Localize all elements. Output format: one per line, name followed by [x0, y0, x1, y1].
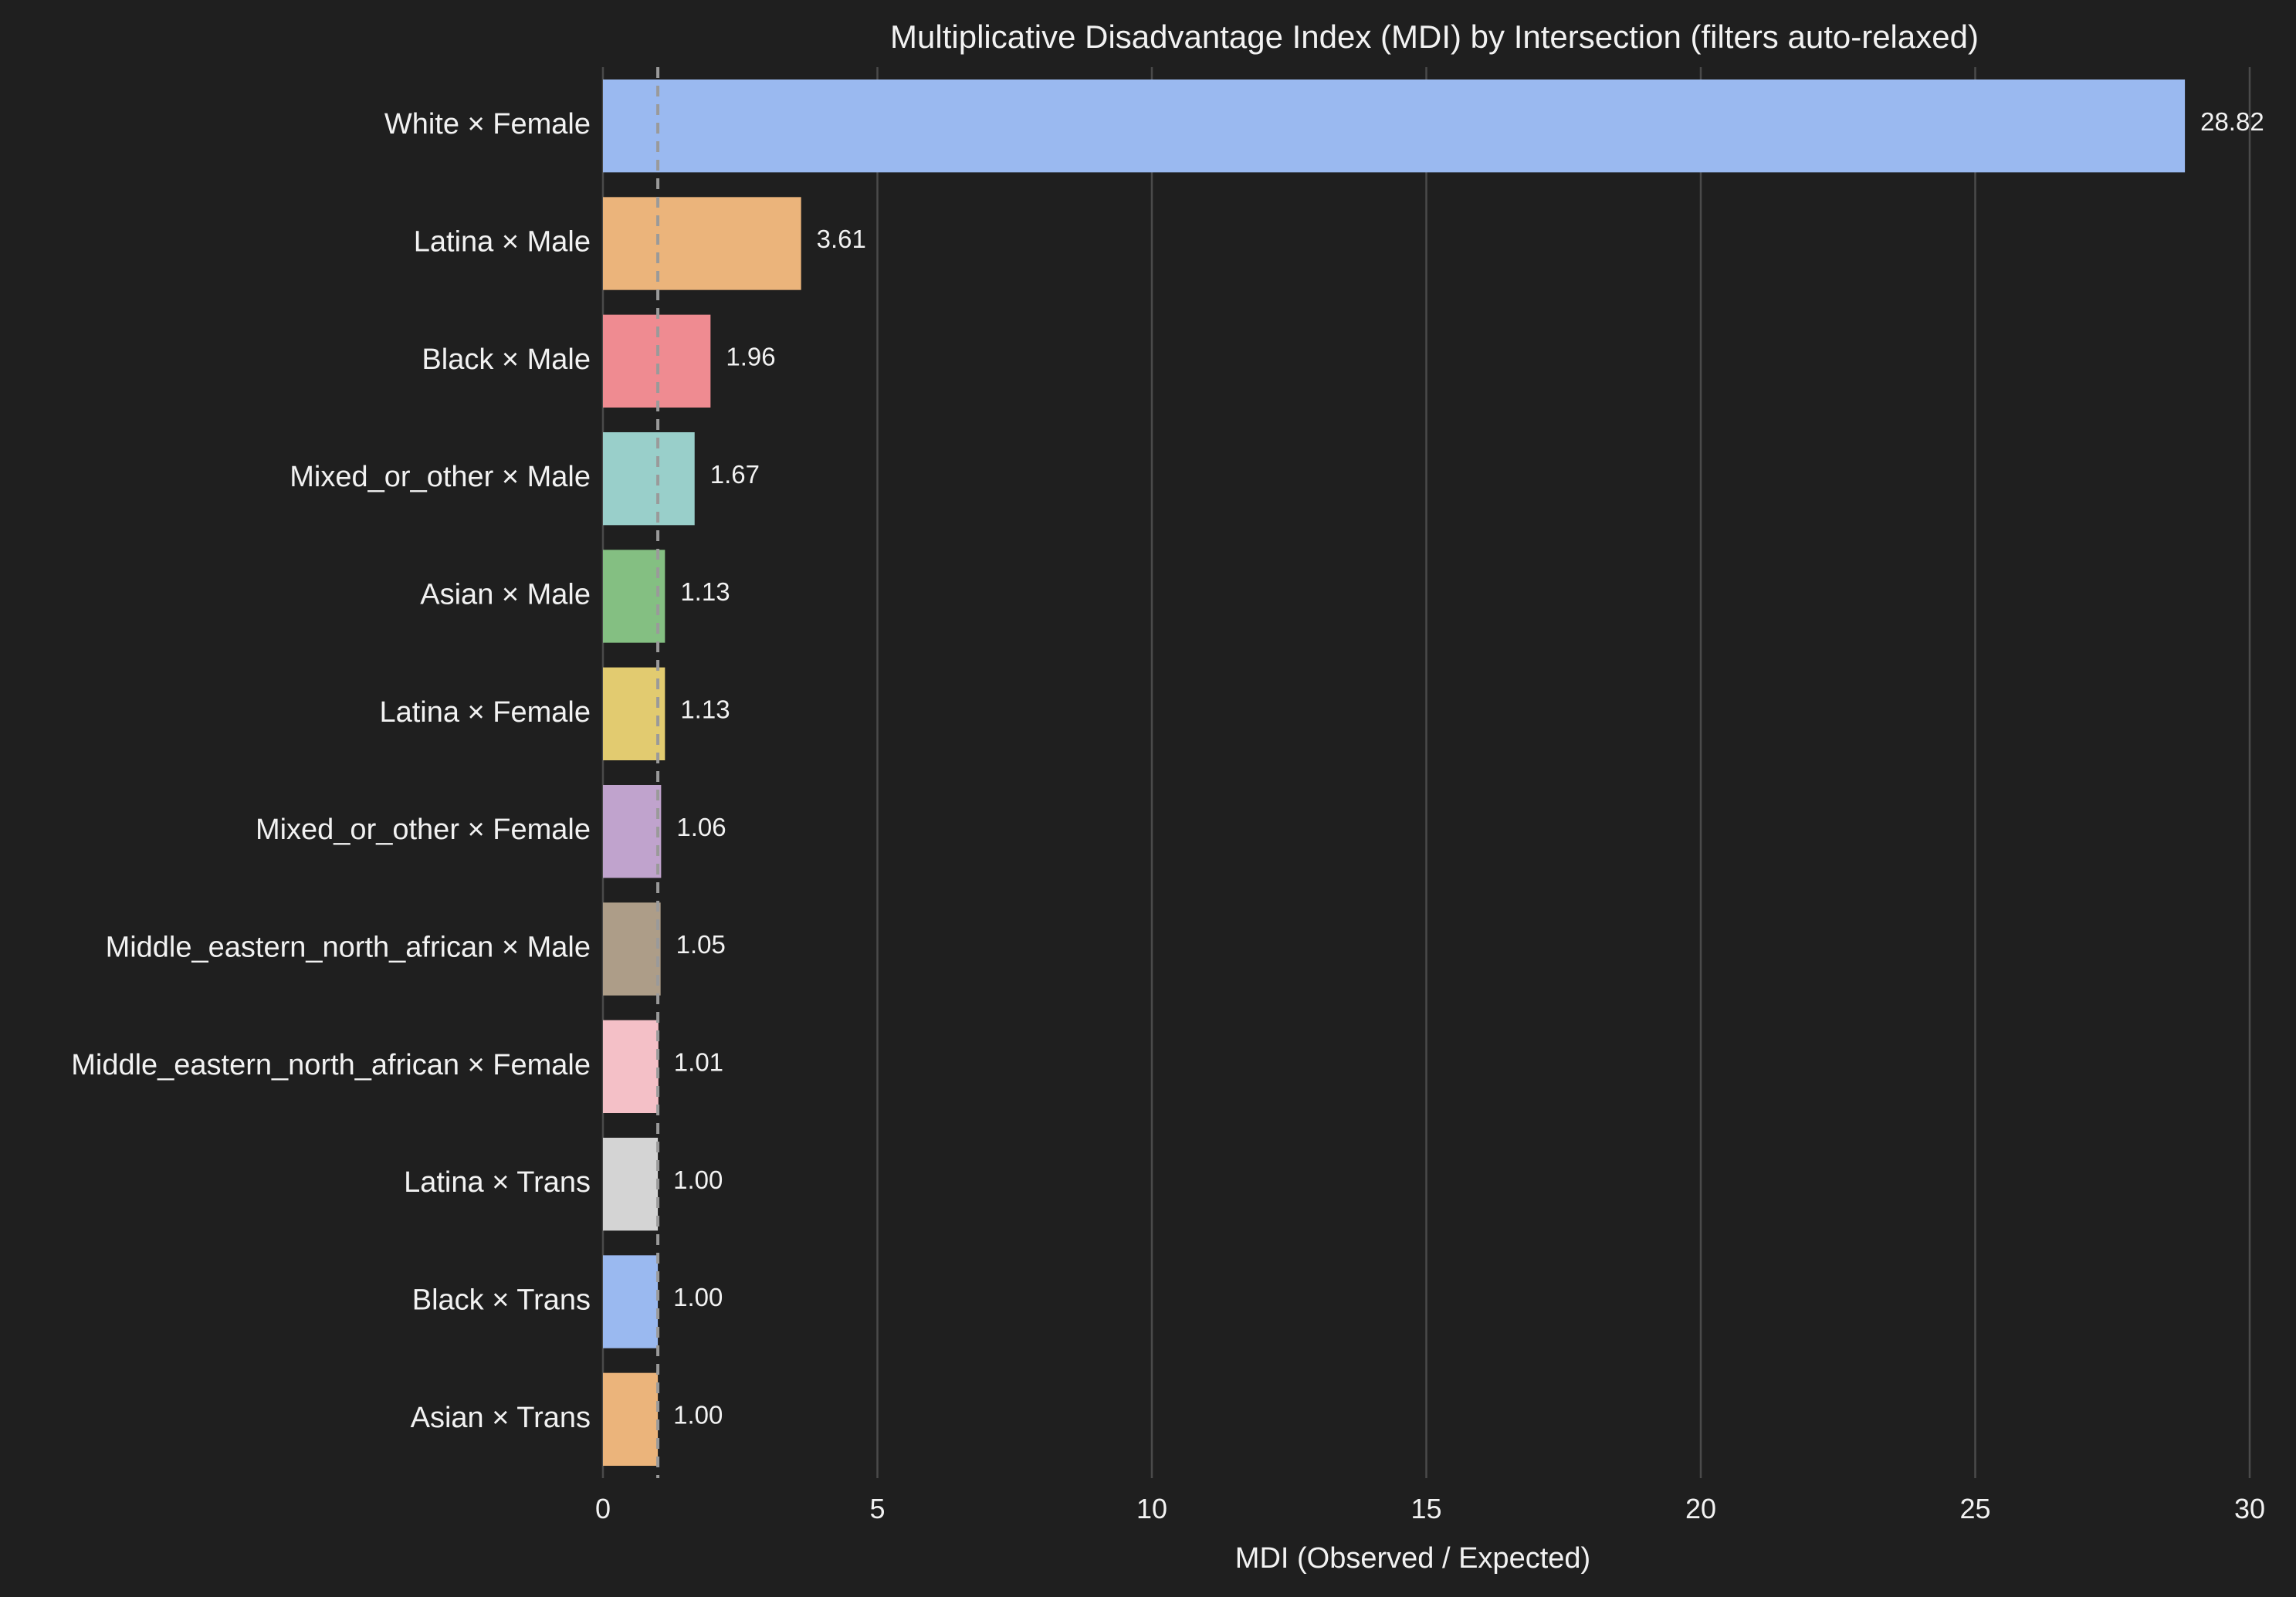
y-category-label: Middle_eastern_north_african × Male: [106, 932, 591, 964]
y-category-label: Latina × Female: [379, 696, 591, 729]
y-category-label: Asian × Trans: [411, 1402, 591, 1434]
bars: [603, 79, 2186, 1467]
bar-value-label: 1.13: [680, 695, 730, 724]
bar: [603, 431, 695, 526]
bar-value-label: 1.01: [674, 1048, 723, 1077]
bar: [603, 197, 801, 290]
bar-value-label: 1.00: [673, 1166, 723, 1194]
x-tick-label: 0: [595, 1493, 611, 1524]
bar: [603, 784, 662, 878]
bar: [603, 1020, 659, 1114]
x-tick-label: 25: [1959, 1493, 1990, 1524]
bar: [603, 1255, 659, 1348]
grid-lines: [601, 67, 2251, 1478]
x-tick-label: 10: [1136, 1493, 1167, 1524]
bar: [603, 79, 2186, 173]
y-category-label: Mixed_or_other × Female: [256, 814, 591, 846]
bar: [603, 550, 665, 643]
bar-value-label: 1.06: [676, 813, 726, 841]
y-category-label: White × Female: [384, 108, 591, 140]
y-category-label: Black × Trans: [412, 1284, 591, 1317]
x-axis-label: MDI (Observed / Expected): [1235, 1542, 1590, 1575]
bar-value-label: 1.67: [710, 460, 760, 489]
x-tick-label: 15: [1410, 1493, 1441, 1524]
bar-value-label: 28.82: [2200, 107, 2264, 136]
labels: 0 5 10 15 20 25 30 White × Female 28.82 Latina × …: [71, 107, 2265, 1524]
y-category-label: Asian × Male: [420, 579, 591, 611]
chart-title: Multiplicative Disadvantage Index (MDI) …: [890, 19, 1979, 55]
bar-value-label: 1.00: [673, 1401, 723, 1430]
bar: [603, 667, 665, 761]
bar: [603, 1137, 659, 1231]
bar-value-label: 1.00: [673, 1283, 723, 1311]
x-tick-label: 20: [1685, 1493, 1716, 1524]
bar: [603, 902, 661, 996]
bar-value-label: 1.13: [680, 577, 730, 606]
x-tick-label: 30: [2234, 1493, 2265, 1524]
y-category-label: Middle_eastern_north_african × Female: [71, 1049, 591, 1081]
bar-value-label: 1.96: [726, 343, 775, 371]
x-tick-label: 5: [869, 1493, 885, 1524]
y-category-label: Mixed_or_other × Male: [290, 461, 591, 493]
bar-value-label: 1.05: [676, 930, 726, 959]
y-category-label: Latina × Male: [414, 226, 591, 259]
bar-value-label: 3.61: [817, 225, 866, 253]
bar: [603, 1372, 659, 1467]
y-category-label: Black × Male: [422, 343, 591, 376]
y-category-label: Latina × Trans: [404, 1166, 591, 1199]
